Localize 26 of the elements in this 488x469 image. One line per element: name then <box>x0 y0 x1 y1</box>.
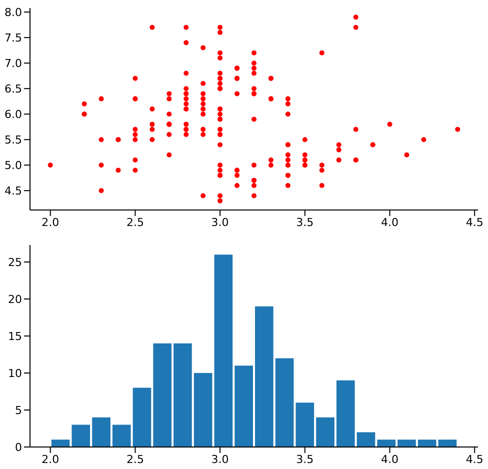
y-tick-label: 5 <box>15 404 22 417</box>
y-tick-label: 10 <box>8 366 22 380</box>
y-tick-label: 6.5 <box>4 82 22 96</box>
y-tick-label: 5.5 <box>4 134 22 147</box>
x-tick-label: 2.5 <box>126 452 144 466</box>
x-tick-label: 2.0 <box>42 216 60 229</box>
x-tick-label: 4.0 <box>381 452 399 466</box>
y-tick-label: 25 <box>8 256 22 269</box>
x-tick-label: 3.0 <box>211 452 229 466</box>
y-tick-label: 5.0 <box>4 159 22 172</box>
y-tick-label: 15 <box>8 330 22 343</box>
x-tick-label: 3.5 <box>296 452 314 466</box>
y-tick-label: 8.0 <box>4 6 22 19</box>
x-tick-label: 4.5 <box>466 452 484 466</box>
x-tick-label: 2.5 <box>126 216 144 229</box>
y-tick-label: 0 <box>15 440 22 454</box>
y-tick-label: 7.5 <box>4 31 22 44</box>
x-tick-label: 4.0 <box>381 216 399 229</box>
x-tick-label: 2.0 <box>42 452 60 466</box>
y-tick-label: 4.5 <box>4 184 22 198</box>
y-tick-label: 6.0 <box>4 108 22 122</box>
y-tick-label: 20 <box>8 292 22 306</box>
x-tick-label: 3.0 <box>211 216 229 229</box>
y-tick-label: 7.0 <box>4 56 22 70</box>
x-tick-label: 3.5 <box>296 216 314 229</box>
x-tick-label: 4.5 <box>466 216 484 229</box>
